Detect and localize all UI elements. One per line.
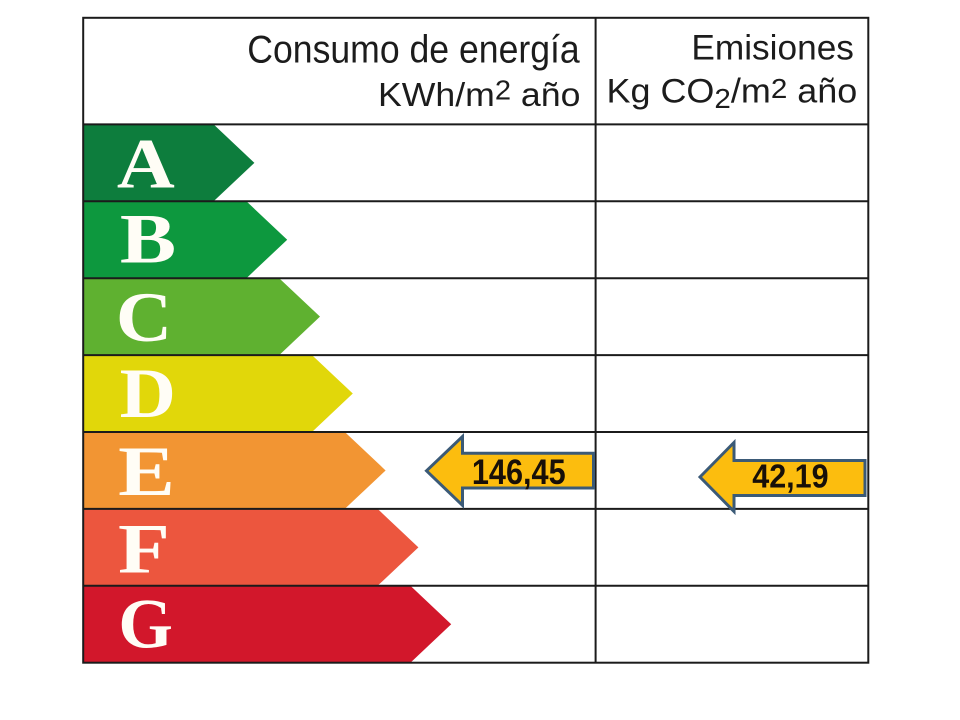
svg-text:C: C <box>116 279 172 357</box>
svg-text:D: D <box>120 355 176 433</box>
svg-text:Consumo de energía: Consumo de energía <box>247 27 580 71</box>
svg-text:Emisiones: Emisiones <box>691 29 854 68</box>
svg-text:F: F <box>118 510 170 588</box>
svg-text:KWh/m2 año: KWh/m2 año <box>378 74 580 114</box>
svg-text:A: A <box>117 125 175 203</box>
svg-text:G: G <box>118 586 173 664</box>
svg-text:146,45: 146,45 <box>472 452 566 491</box>
svg-text:E: E <box>118 433 175 511</box>
svg-text:B: B <box>120 200 176 278</box>
svg-text:Kg CO2/m2 año: Kg CO2/m2 año <box>606 72 857 114</box>
svg-text:42,19: 42,19 <box>752 457 828 494</box>
